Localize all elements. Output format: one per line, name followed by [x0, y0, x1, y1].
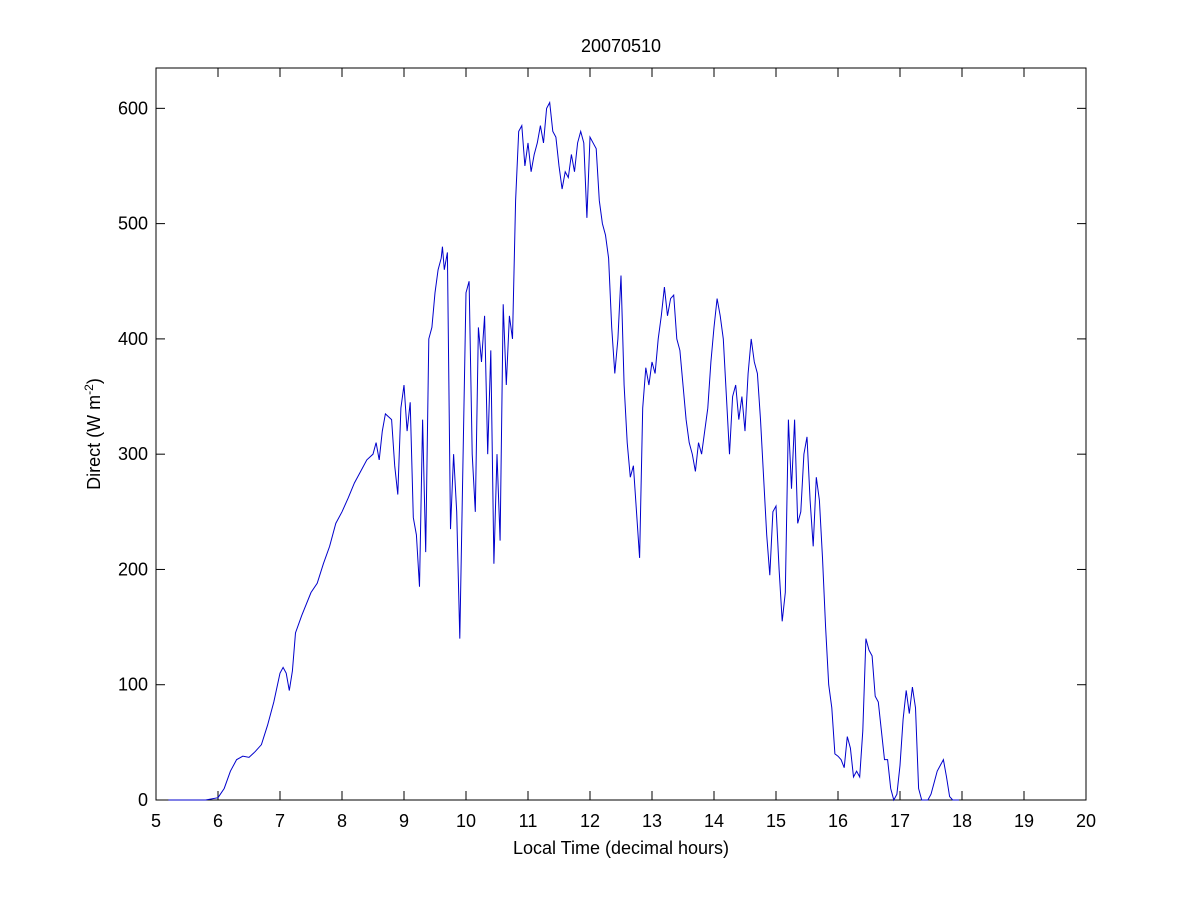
x-tick-label: 12 [580, 811, 600, 831]
y-label-suffix: ) [84, 378, 104, 384]
x-tick-label: 19 [1014, 811, 1034, 831]
x-tick-label: 18 [952, 811, 972, 831]
x-tick-label: 10 [456, 811, 476, 831]
x-tick-label: 11 [519, 811, 538, 831]
y-tick-label: 300 [118, 444, 148, 464]
x-tick-label: 14 [704, 811, 724, 831]
y-tick-label: 600 [118, 98, 148, 118]
chart-title: 20070510 [581, 36, 661, 56]
x-tick-label: 20 [1076, 811, 1096, 831]
y-tick-label: 500 [118, 214, 148, 234]
x-tick-label: 16 [828, 811, 848, 831]
x-tick-label: 7 [275, 811, 285, 831]
axes-box [155, 67, 1087, 801]
y-label-sup: -2 [82, 384, 96, 395]
x-tick-label: 17 [890, 811, 910, 831]
x-tick-label: 9 [399, 811, 409, 831]
data-line [168, 100, 959, 802]
y-label-text: Direct (W m [84, 395, 104, 490]
y-tick-label: 0 [138, 790, 148, 810]
x-tick-label: 15 [766, 811, 786, 831]
x-axis-label: Local Time (decimal hours) [513, 838, 729, 858]
y-tick-label: 400 [118, 329, 148, 349]
x-tick-label: 5 [151, 811, 161, 831]
y-tick-label: 100 [118, 675, 148, 695]
x-tick-label: 6 [213, 811, 223, 831]
y-axis-label: Direct (W m-2) [82, 378, 104, 490]
x-tick-label: 13 [642, 811, 662, 831]
y-tick-label: 200 [118, 559, 148, 579]
x-tick-label: 8 [337, 811, 347, 831]
